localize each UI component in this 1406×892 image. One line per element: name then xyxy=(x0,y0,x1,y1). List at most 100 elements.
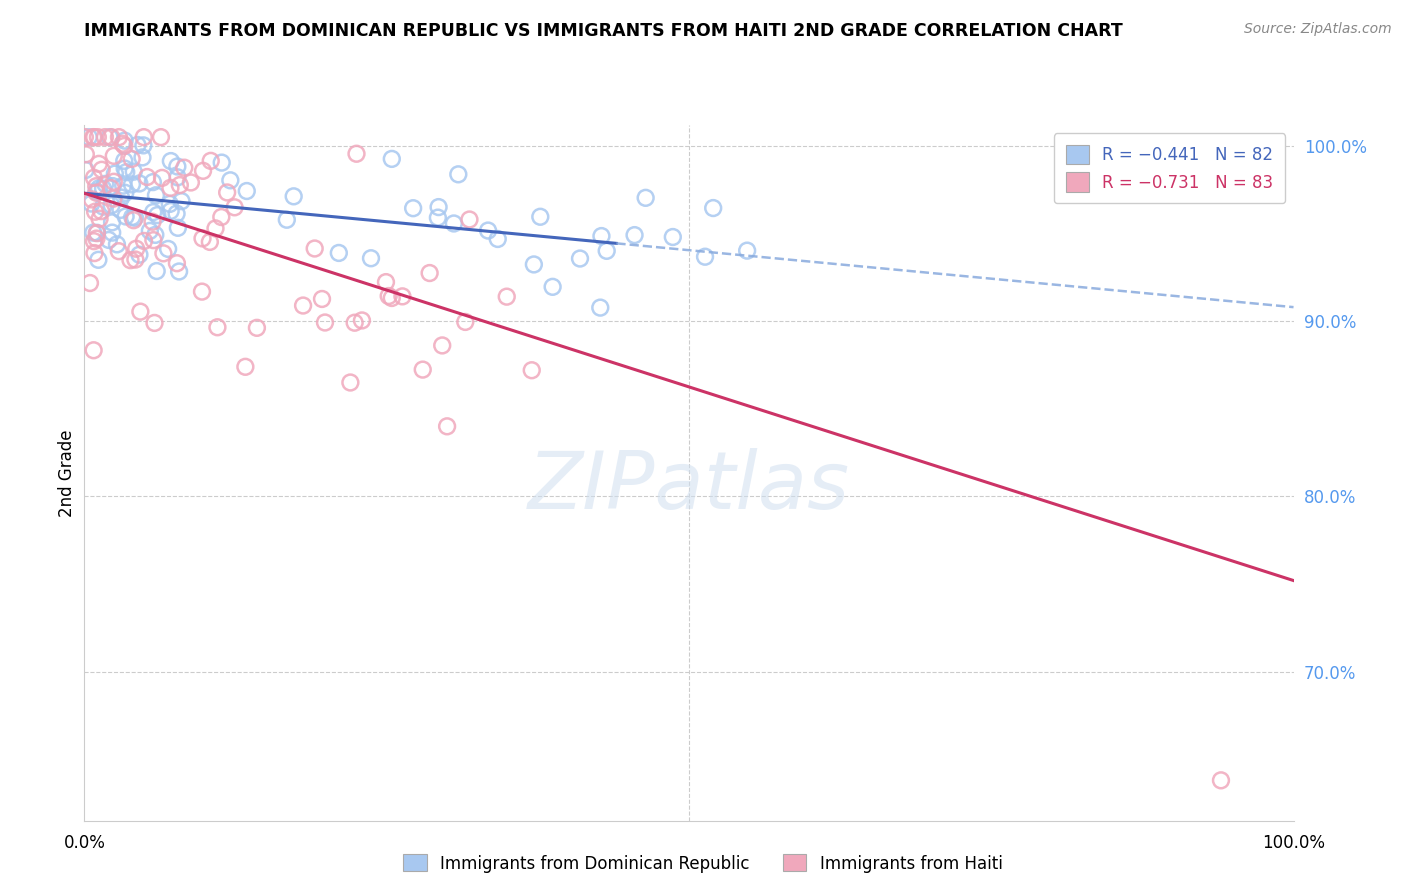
Point xyxy=(83,170,105,185)
Point xyxy=(139,224,162,238)
Point xyxy=(235,359,257,374)
Point xyxy=(112,178,135,193)
Point xyxy=(128,177,150,191)
Point xyxy=(86,185,108,199)
Point xyxy=(391,289,413,303)
Point xyxy=(328,246,350,260)
Point xyxy=(124,252,146,267)
Point xyxy=(523,257,546,271)
Point xyxy=(160,154,183,169)
Point xyxy=(427,200,450,214)
Point xyxy=(149,130,172,145)
Point xyxy=(80,196,103,211)
Point xyxy=(236,184,259,198)
Point xyxy=(127,138,149,153)
Point xyxy=(100,198,122,212)
Point xyxy=(477,223,499,237)
Point xyxy=(87,157,110,171)
Point xyxy=(73,130,96,145)
Point xyxy=(104,167,127,181)
Point xyxy=(246,321,269,335)
Point xyxy=(145,264,167,278)
Point xyxy=(191,231,214,245)
Text: IMMIGRANTS FROM DOMINICAN REPUBLIC VS IMMIGRANTS FROM HAITI 2ND GRADE CORRELATIO: IMMIGRANTS FROM DOMINICAN REPUBLIC VS IM… xyxy=(84,22,1123,40)
Point xyxy=(82,226,104,240)
Point xyxy=(89,211,111,226)
Point xyxy=(343,316,366,330)
Point xyxy=(377,289,399,303)
Point xyxy=(131,150,153,164)
Point xyxy=(224,200,246,214)
Point xyxy=(157,242,180,256)
Point xyxy=(87,252,110,267)
Point xyxy=(159,197,181,211)
Point xyxy=(122,164,145,178)
Point xyxy=(90,162,112,177)
Point xyxy=(520,363,543,377)
Point xyxy=(105,237,128,252)
Point xyxy=(166,160,188,174)
Point xyxy=(80,193,103,207)
Point xyxy=(94,177,117,191)
Point xyxy=(702,201,724,215)
Point xyxy=(112,139,135,153)
Point xyxy=(108,130,131,145)
Point xyxy=(150,170,173,185)
Point xyxy=(100,130,122,145)
Point xyxy=(115,165,138,179)
Point xyxy=(662,230,685,244)
Point xyxy=(217,186,239,200)
Legend: R = −0.441   N = 82, R = −0.731   N = 83: R = −0.441 N = 82, R = −0.731 N = 83 xyxy=(1054,133,1285,203)
Point xyxy=(114,186,136,200)
Legend: Immigrants from Dominican Republic, Immigrants from Haiti: Immigrants from Dominican Republic, Immi… xyxy=(396,847,1010,880)
Point xyxy=(142,205,165,219)
Point xyxy=(276,212,298,227)
Point xyxy=(209,210,232,224)
Point xyxy=(132,130,155,145)
Point xyxy=(495,290,517,304)
Point xyxy=(169,178,191,192)
Point xyxy=(136,169,159,184)
Point xyxy=(97,233,120,247)
Point xyxy=(103,175,125,189)
Point xyxy=(166,207,188,221)
Point xyxy=(75,147,97,161)
Point xyxy=(142,233,165,247)
Point xyxy=(110,202,132,217)
Point xyxy=(569,252,592,266)
Point xyxy=(350,313,373,327)
Point xyxy=(634,191,657,205)
Point xyxy=(426,211,449,225)
Point xyxy=(91,200,114,214)
Point xyxy=(132,138,155,153)
Point xyxy=(159,181,181,195)
Point xyxy=(83,234,105,248)
Point xyxy=(114,161,136,176)
Point xyxy=(623,228,645,243)
Point xyxy=(125,242,148,256)
Point xyxy=(121,178,143,192)
Point xyxy=(79,276,101,290)
Point xyxy=(219,173,242,187)
Point xyxy=(204,221,226,235)
Point xyxy=(83,343,105,358)
Point xyxy=(198,235,221,249)
Point xyxy=(167,220,190,235)
Point xyxy=(167,264,190,278)
Point xyxy=(129,304,152,318)
Point xyxy=(86,231,108,245)
Point xyxy=(152,246,174,260)
Point xyxy=(589,301,612,315)
Point xyxy=(166,170,188,185)
Point xyxy=(121,152,143,166)
Point xyxy=(529,210,551,224)
Point xyxy=(458,212,481,227)
Point xyxy=(180,176,202,190)
Point xyxy=(101,215,124,229)
Point xyxy=(82,130,104,145)
Point xyxy=(283,189,305,203)
Point xyxy=(436,419,458,434)
Point xyxy=(122,213,145,227)
Point xyxy=(143,227,166,242)
Point xyxy=(159,204,181,219)
